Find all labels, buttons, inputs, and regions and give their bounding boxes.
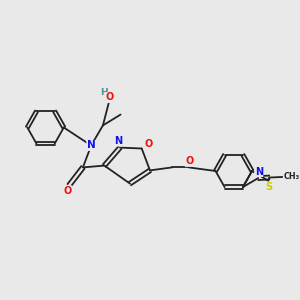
Text: S: S — [266, 182, 273, 192]
Text: O: O — [64, 186, 72, 196]
Text: O: O — [185, 156, 194, 167]
Text: N: N — [87, 140, 95, 151]
Text: O: O — [106, 92, 114, 103]
Text: H: H — [100, 88, 108, 97]
Text: N: N — [114, 136, 123, 146]
Text: N: N — [255, 167, 263, 176]
Text: O: O — [144, 139, 152, 149]
Text: CH₃: CH₃ — [283, 172, 299, 182]
